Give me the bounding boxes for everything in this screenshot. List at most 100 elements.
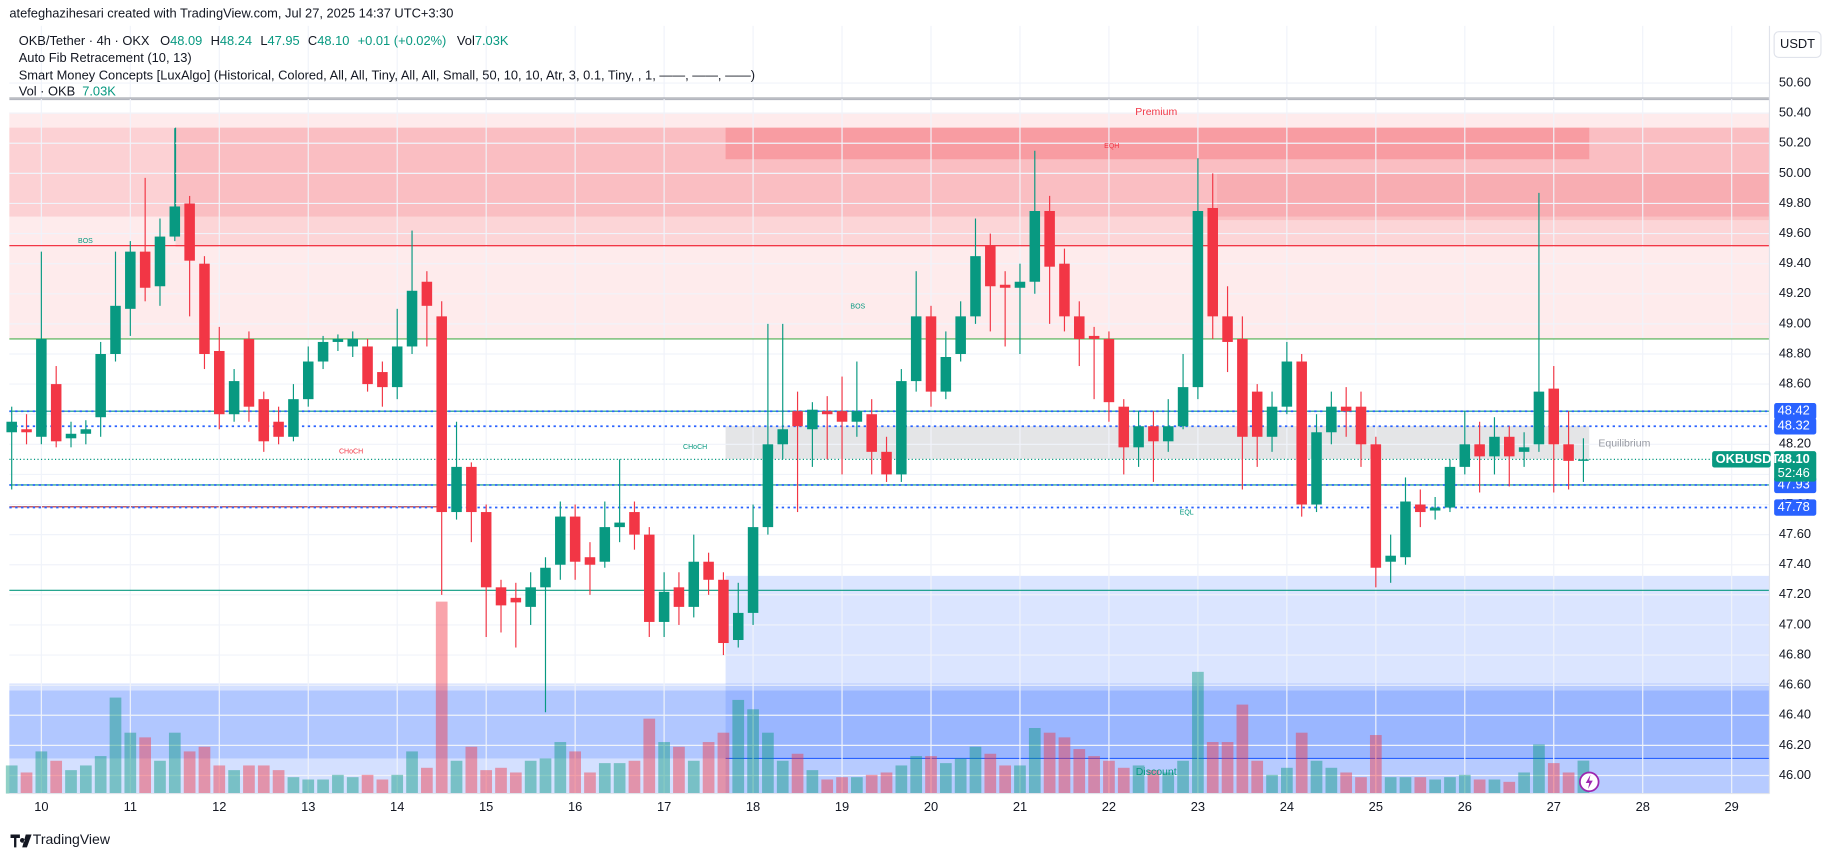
logo (10, 834, 32, 848)
candle-body (302, 361, 314, 400)
currency[interactable]: USDT (1780, 36, 1815, 51)
volume-bar (776, 760, 789, 794)
volume-bar (154, 760, 166, 794)
candle-body (970, 256, 981, 317)
y-tick-label: 49.00 (1779, 315, 1811, 330)
volume-bar (1147, 770, 1160, 794)
candle-body (1192, 210, 1204, 388)
volume-bar (65, 770, 77, 794)
volume-bar (435, 601, 448, 794)
candle-body (80, 429, 92, 434)
countdown: 52:46 (1778, 465, 1810, 480)
ohlc-key: C (308, 34, 317, 49)
x-tick-label: 18 (746, 799, 760, 814)
candle-body (1266, 406, 1278, 437)
x-tick-label: 21 (1013, 799, 1027, 814)
candle-body (792, 411, 803, 427)
y-tick-label: 48.20 (1779, 436, 1811, 451)
candle-body (851, 411, 863, 422)
candle-body (1118, 406, 1130, 448)
candle-body (288, 399, 299, 437)
volume-bar (1028, 728, 1041, 794)
candle-body (510, 597, 522, 603)
candle-body (866, 414, 877, 452)
candle-body (495, 587, 507, 606)
volume-bar (613, 763, 626, 794)
annotation: EQH (1104, 143, 1119, 150)
candle-body (703, 561, 714, 580)
candle-body (1504, 436, 1515, 457)
candle-body (1444, 466, 1456, 508)
x-tick-label: 19 (835, 799, 849, 814)
volume-bar (406, 751, 418, 794)
candle-body (1355, 406, 1367, 445)
volume-bar (1444, 777, 1456, 794)
price-label-box (1774, 403, 1817, 420)
volume-bar (1533, 744, 1545, 794)
y-tick-label: 48.80 (1779, 345, 1811, 360)
candle-body (1400, 501, 1411, 558)
volume-bar (391, 774, 404, 794)
candle-body (1281, 361, 1293, 407)
candle-body (1177, 387, 1189, 427)
x-tick-label: 24 (1280, 799, 1294, 814)
volume-bar (1058, 737, 1071, 794)
volume-bar (569, 751, 581, 794)
volume-bar (1117, 767, 1130, 794)
candle-body (1385, 555, 1396, 562)
volume-bar (1206, 742, 1219, 794)
y-tick-label: 46.00 (1779, 767, 1811, 782)
volume-bar (702, 742, 715, 794)
volume-bar (643, 718, 656, 794)
candle-body (154, 236, 166, 287)
attribution: atefeghazihesari created with TradingVie… (9, 6, 453, 21)
currency-button[interactable] (1773, 31, 1822, 59)
candle-body (658, 591, 670, 622)
alert-bolt (1585, 774, 1593, 789)
candle-body (1207, 207, 1218, 317)
candle-body (1296, 361, 1307, 505)
last-price-box (1774, 451, 1817, 482)
volume-bar (1369, 735, 1382, 794)
volume-bar (302, 779, 315, 794)
x-tick-label: 12 (212, 799, 226, 814)
candle-body (821, 411, 833, 415)
volume-bar (925, 756, 937, 794)
candle-body (644, 534, 655, 622)
levels (9, 97, 1770, 591)
candle-body (184, 203, 195, 261)
volume-bar (346, 777, 359, 794)
x-tick-label: 22 (1102, 799, 1116, 814)
y-tick-label: 48.60 (1779, 376, 1811, 391)
x-tick-label: 11 (124, 799, 137, 814)
candle-body (1074, 316, 1085, 339)
candle-body (1326, 406, 1337, 433)
annotation: BOS (850, 304, 865, 311)
volume-bar (954, 758, 967, 794)
x-tick-label: 15 (479, 799, 493, 814)
volume-bar (1221, 742, 1234, 794)
volume-bar (1043, 732, 1056, 794)
candle-body (525, 587, 536, 607)
volume-bar (1414, 777, 1427, 794)
volume-last: 7.03K (82, 84, 116, 99)
volume-bar (939, 763, 952, 794)
x-tick-label: 20 (924, 799, 938, 814)
x-tick-label: 26 (1458, 799, 1472, 814)
volume-bar (109, 697, 122, 794)
candle-body (1014, 281, 1026, 288)
candle-body (896, 381, 907, 475)
y-tick-label: 46.20 (1779, 737, 1811, 752)
order-block (1217, 173, 1770, 221)
candle-body (1563, 444, 1574, 461)
candle-body (1029, 210, 1041, 282)
volume-bar (1562, 772, 1575, 794)
volume-bar (1088, 756, 1100, 794)
volume-bar (1177, 760, 1189, 794)
indicator: Auto Fib Retracement (10, 13) (19, 50, 192, 65)
volume-bar (554, 742, 567, 794)
x-tick-label: 27 (1547, 799, 1561, 814)
candle-body (1088, 335, 1100, 339)
footer: TradingView (10, 831, 111, 848)
